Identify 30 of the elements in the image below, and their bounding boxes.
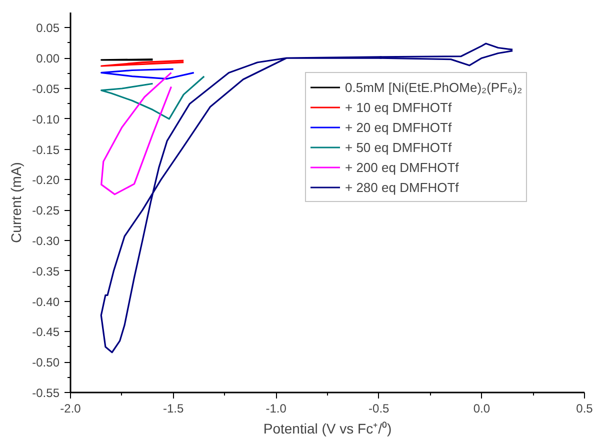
y-tick-label: -0.40 (32, 294, 60, 309)
legend-label: 0.5mM [Ni(EtE.PhOMe)₂(PF₆)₂ (345, 80, 522, 94)
x-tick-label: -1.5 (162, 402, 184, 416)
y-tick-label: -0.30 (32, 234, 60, 248)
x-tick-label: -0.5 (368, 402, 390, 416)
y-tick-label: -0.15 (32, 142, 60, 157)
y-tick-label: -0.20 (32, 173, 60, 188)
legend-label: + 20 eq DMFHOTf (345, 120, 452, 134)
y-tick-label: 0.05 (36, 21, 60, 36)
y-tick-label: -0.05 (32, 82, 60, 96)
legend-label: + 200 eq DMFHOTf (345, 160, 459, 174)
y-tick-label: -0.45 (32, 325, 60, 340)
y-tick-label: -0.10 (32, 112, 60, 126)
line-series (100, 72, 172, 196)
legend-label: + 280 eq DMFHOTf (345, 180, 459, 194)
y-axis-title: Current (mA) (8, 162, 24, 243)
x-tick-label: 0.0 (473, 402, 490, 416)
y-tick-label: -0.35 (32, 264, 60, 278)
legend-label: + 10 eq DMFHOTf (345, 100, 452, 114)
line-series (100, 76, 205, 120)
x-tick-label: -2.0 (60, 402, 82, 416)
x-axis-title: Potential (V vs Fc⁺/⁰) (263, 420, 392, 436)
x-tick-label: -1.0 (266, 402, 287, 416)
y-tick-label: -0.25 (32, 204, 60, 218)
y-tick-label: -0.55 (32, 386, 60, 400)
x-tick-label: 0.5 (576, 402, 594, 416)
y-tick-label: 0.00 (36, 52, 60, 66)
line-series (100, 68, 195, 80)
y-tick-label: -0.50 (32, 356, 60, 370)
legend-label: + 50 eq DMFHOTf (345, 140, 452, 154)
